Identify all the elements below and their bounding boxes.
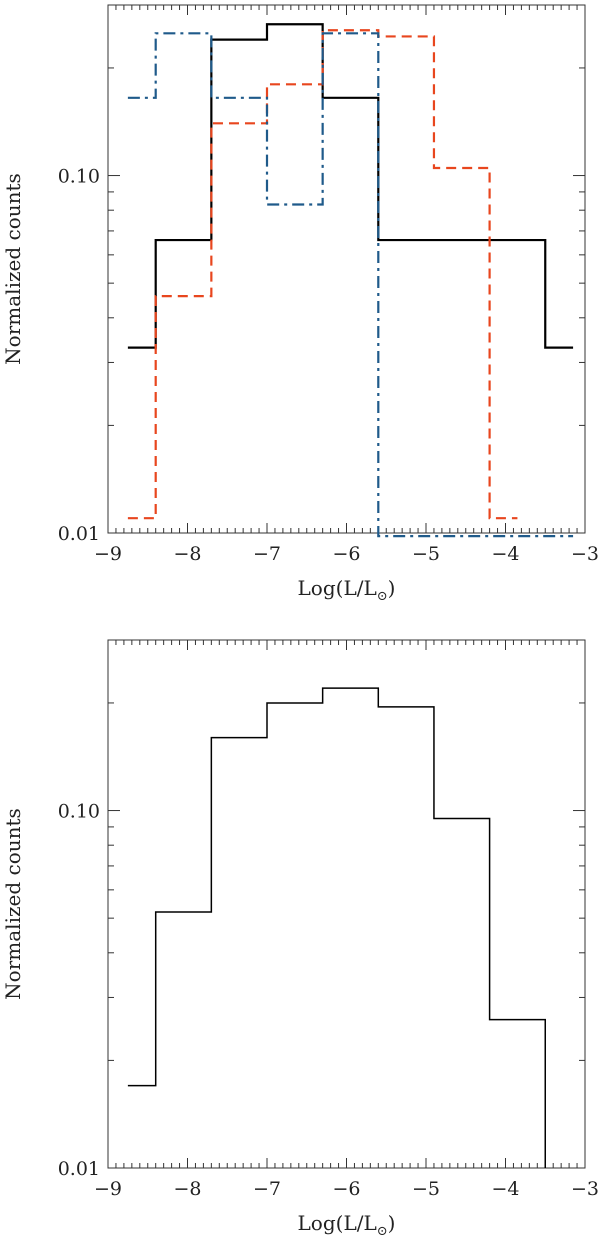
y-tick-label: 0.01	[58, 1158, 100, 1180]
x-tick-label: −4	[491, 1178, 519, 1200]
x-tick-label: −9	[94, 543, 122, 565]
series-dashdot-line	[127, 32, 574, 538]
chart-panel-1: −9 −8 −7 −6 −5 −4 −3 0.01 0.10 Log(L/L⊙) Normalize…	[1, 4, 599, 604]
x-tick-label: −3	[571, 543, 599, 565]
plot-frame	[107, 4, 586, 534]
y-axis-label: Normalized counts	[1, 808, 25, 1000]
y-tick-label: 0.01	[58, 523, 100, 545]
chart-panel-2: −9 −8 −7 −6 −5 −4 −3 0.01 0.10 Log(L/L⊙) Normalize…	[1, 639, 599, 1239]
x-tick-label: −9	[94, 1178, 122, 1200]
y-tick-label: 0.10	[58, 166, 100, 188]
x-tick-label: −8	[173, 543, 201, 565]
x-tick-label: −4	[491, 543, 519, 565]
x-tick-label: −6	[332, 1178, 360, 1200]
y-tick-label: 0.10	[58, 801, 100, 823]
x-tick-label: −6	[332, 543, 360, 565]
x-tick-label: −5	[412, 1178, 440, 1200]
series-dashed-line	[127, 29, 518, 520]
y-axis-label: Normalized counts	[1, 173, 25, 365]
x-axis-label: Log(L/L⊙)	[298, 576, 396, 604]
series-solid-line	[127, 687, 546, 1168]
plot-frame	[107, 639, 586, 1169]
x-tick-label: −3	[571, 1178, 599, 1200]
x-tick-label: −7	[253, 543, 281, 565]
x-tick-label: −5	[412, 543, 440, 565]
x-axis-label: Log(L/L⊙)	[298, 1211, 396, 1239]
series-solid-line	[127, 23, 574, 349]
x-tick-label: −7	[253, 1178, 281, 1200]
x-tick-label: −8	[173, 1178, 201, 1200]
